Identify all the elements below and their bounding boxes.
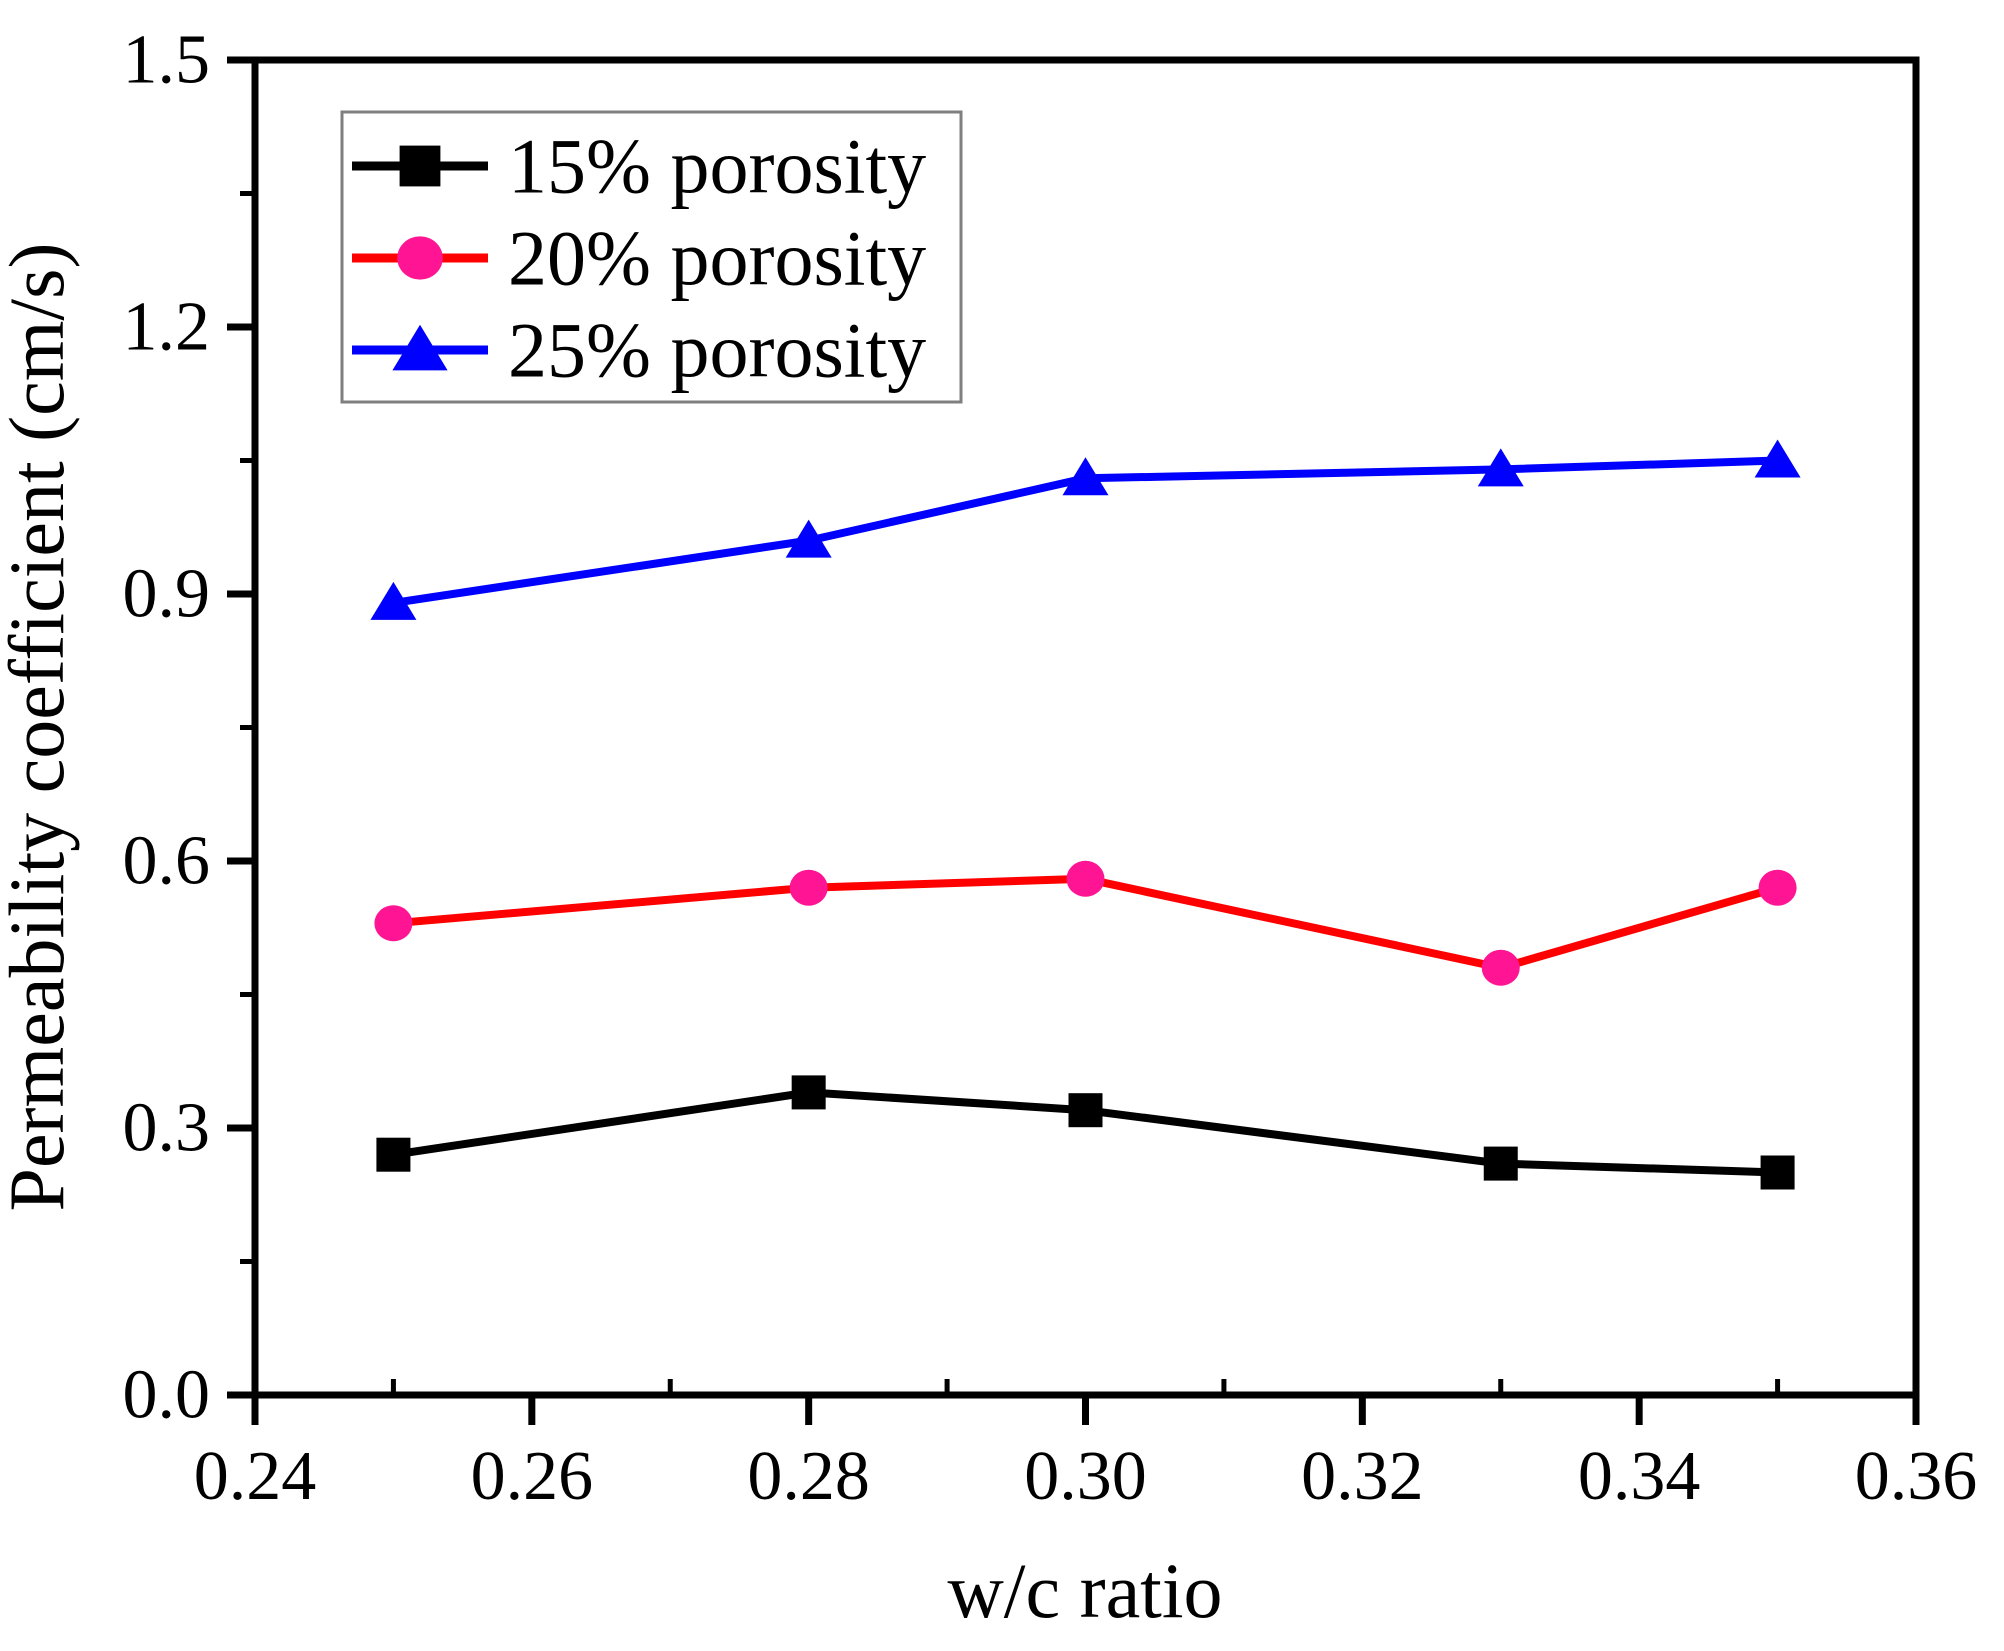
y-tick-label: 0.9	[123, 556, 211, 633]
x-tick-label: 0.36	[1855, 1438, 1978, 1515]
x-tick-label: 0.30	[1024, 1438, 1147, 1515]
marker-square	[1483, 1146, 1518, 1181]
marker-triangle	[1062, 457, 1109, 496]
marker-square	[1760, 1155, 1795, 1190]
y-axis-title: Permeability coefficient (cm/s)	[0, 243, 80, 1212]
x-axis-title: w/c ratio	[947, 1547, 1222, 1634]
legend: 15% porosity 20% porosity 25% porosity	[340, 110, 963, 404]
legend-label-20: 20% porosity	[508, 215, 926, 302]
marker-circle	[397, 236, 443, 280]
marker-triangle	[1477, 448, 1524, 487]
y-tick-label: 0.0	[123, 1357, 211, 1434]
x-tick-label: 0.28	[747, 1438, 870, 1515]
marker-circle	[789, 869, 828, 906]
marker-circle	[1066, 860, 1105, 897]
marker-square	[1068, 1093, 1103, 1128]
x-tick-label: 0.24	[194, 1438, 317, 1515]
y-tick-label: 1.2	[123, 289, 211, 366]
y-tick-label: 0.6	[123, 823, 211, 900]
marker-circle	[374, 905, 413, 942]
x-tick-label: 0.32	[1301, 1438, 1424, 1515]
x-tick-label: 0.34	[1578, 1438, 1701, 1515]
marker-square	[376, 1137, 411, 1172]
series-layer	[370, 439, 1801, 1190]
marker-square	[791, 1075, 826, 1110]
marker-triangle	[785, 519, 832, 558]
y-tick-label: 1.5	[123, 22, 211, 99]
axes-layer: 0.24 0.26 0.28 0.30 0.32 0.34 0.36 0.0 0.3 0.6 0.9…	[123, 22, 1978, 1516]
legend-label-15: 15% porosity	[508, 123, 926, 210]
marker-circle	[1758, 869, 1797, 906]
legend-markers	[352, 145, 488, 371]
x-tick-label: 0.26	[471, 1438, 594, 1515]
legend-label-25: 25% porosity	[508, 307, 926, 394]
marker-circle	[1481, 949, 1520, 986]
marker-triangle	[392, 324, 448, 371]
marker-triangle	[1754, 439, 1801, 478]
marker-square	[399, 145, 441, 187]
y-tick-label: 0.3	[123, 1090, 211, 1167]
marker-triangle	[370, 581, 417, 620]
